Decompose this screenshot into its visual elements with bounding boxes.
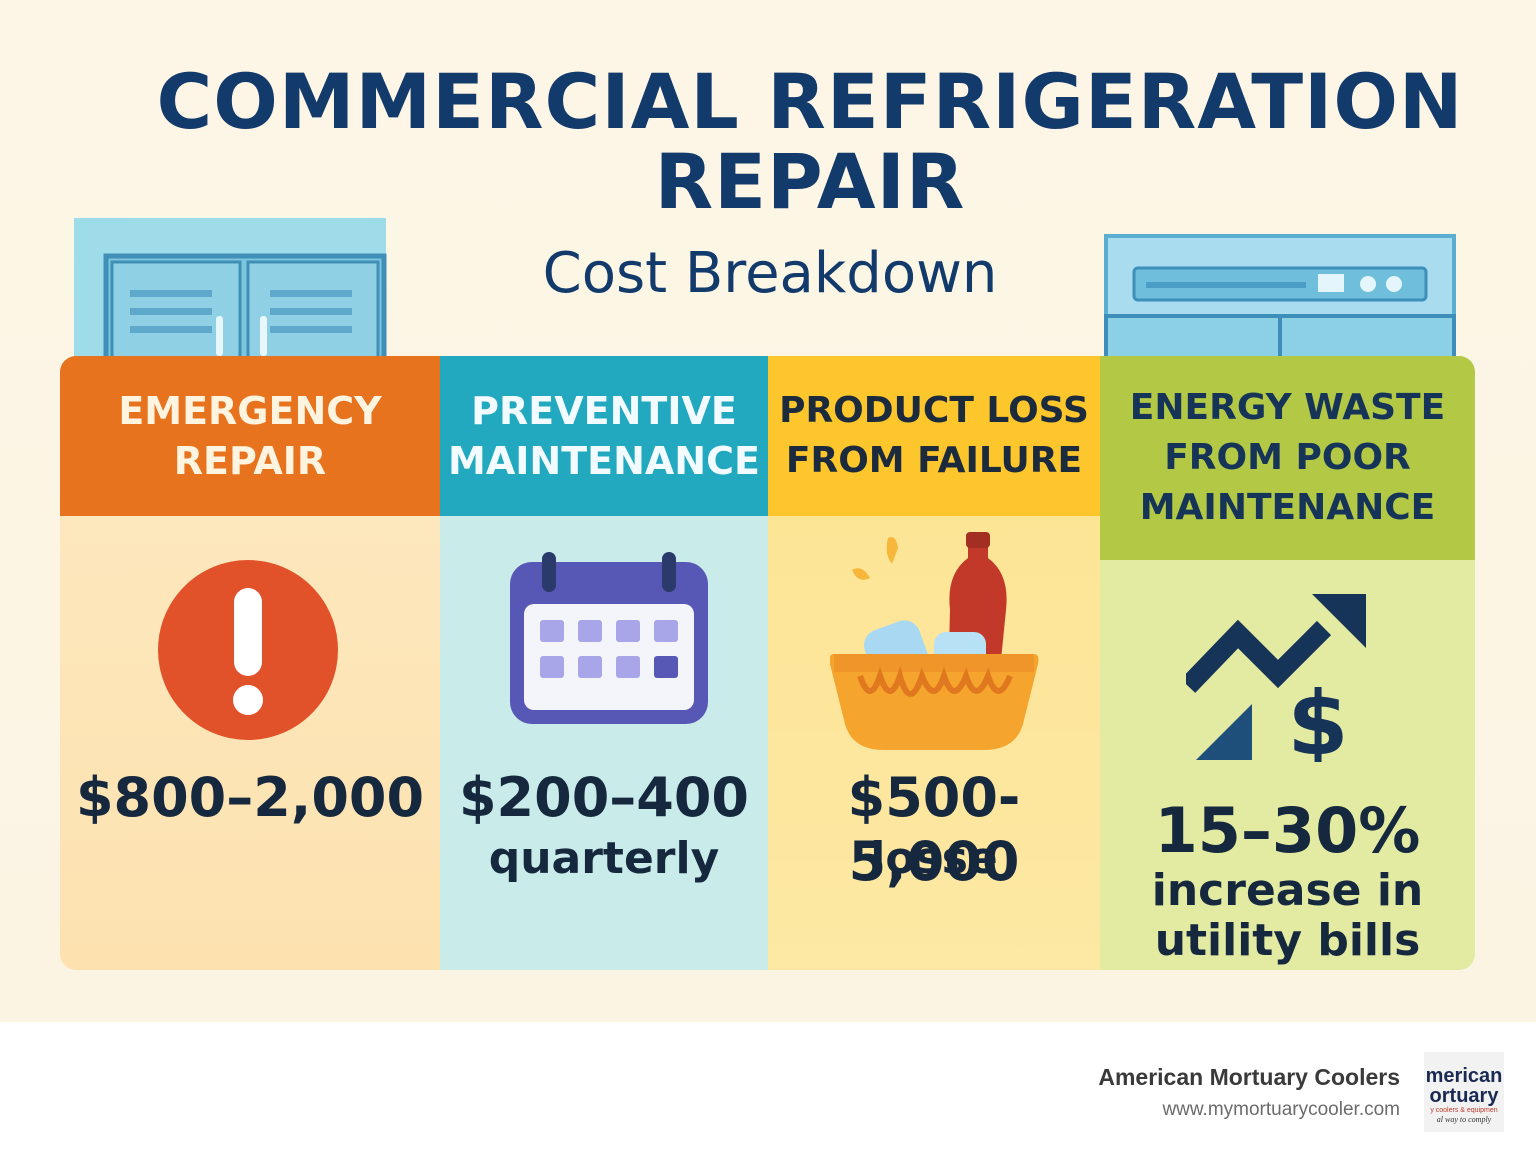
refrigerator-icon	[74, 218, 387, 368]
spoiled-food-basket-icon	[830, 532, 1039, 750]
svg-text:$: $	[1287, 672, 1348, 762]
cost-note: quarterly	[488, 833, 720, 884]
logo-text: al way to comply	[1437, 1115, 1492, 1124]
column-body: $ 15–30% increase in utility bills	[1100, 560, 1475, 970]
heading-line: MAINTENANCE	[448, 439, 760, 483]
exclamation-icon	[158, 560, 338, 740]
heading-line: FROM FAILURE	[785, 440, 1083, 481]
brand-url[interactable]: www.mymortuarycooler.com	[1162, 1099, 1400, 1120]
page-title: COMMERCIAL REFRIGERATION REPAIR	[140, 62, 1480, 222]
logo-text: ortuary	[1430, 1085, 1500, 1107]
cost-amount: $500-5,000	[847, 766, 1021, 893]
heading-line: EMERGENCY	[118, 389, 382, 433]
cost-panel: EMERGENCY REPAIR $800–2,000 PREVENTIVE M…	[60, 356, 1475, 970]
column-product-loss: PRODUCT LOSS FROM FAILURE $500-5,000	[768, 356, 1100, 970]
column-body: $800–2,000	[60, 516, 440, 970]
column-body: $500-5,000 losse	[768, 516, 1100, 970]
note-line: utility bills	[1154, 915, 1421, 966]
heading-line: REPAIR	[173, 439, 327, 483]
cost-note: losse	[870, 833, 998, 884]
heading-line: FROM POOR	[1164, 437, 1411, 478]
logo-text: y coolers & equipmen	[1430, 1107, 1497, 1114]
page-subtitle: Cost Breakdown	[542, 241, 998, 306]
title-line-2: REPAIR	[654, 137, 966, 226]
column-emergency-repair: EMERGENCY REPAIR $800–2,000	[60, 356, 440, 970]
cost-note: increase in utility bills	[1100, 866, 1475, 966]
heading-line: PRODUCT LOSS	[779, 390, 1089, 431]
logo-text: merican	[1426, 1065, 1503, 1087]
rising-cost-icon: $	[1186, 594, 1366, 762]
footer	[0, 1022, 1536, 1154]
cost-amount: $800–2,000	[75, 766, 425, 829]
note-line: increase in	[1151, 865, 1424, 916]
column-heading: ENERGY WASTE FROM POOR MAINTENANCE	[1100, 356, 1475, 560]
cost-amount: 15–30%	[1154, 794, 1421, 867]
refrigeration-unit-icon	[1104, 234, 1456, 370]
heading-line: PREVENTIVE	[471, 389, 737, 433]
column-body: $200–400 quarterly	[440, 516, 768, 970]
column-heading: PRODUCT LOSS FROM FAILURE	[768, 356, 1100, 516]
column-energy-waste: ENERGY WASTE FROM POOR MAINTENANCE $ 15–…	[1100, 356, 1475, 970]
column-preventive-maintenance: PREVENTIVE MAINTENANCE	[440, 356, 768, 970]
infographic: COMMERCIAL REFRIGERATION REPAIR Cost Bre…	[0, 0, 1536, 1022]
calendar-icon	[510, 552, 708, 724]
brand-logo: merican ortuary y coolers & equipmen al …	[1424, 1052, 1504, 1132]
column-heading: EMERGENCY REPAIR	[60, 356, 440, 516]
title-line-1: COMMERCIAL REFRIGERATION	[156, 57, 1464, 146]
cost-amount: $200–400	[458, 766, 749, 829]
column-heading: PREVENTIVE MAINTENANCE	[440, 356, 768, 516]
heading-line: MAINTENANCE	[1139, 487, 1436, 528]
heading-line: ENERGY WASTE	[1129, 387, 1446, 428]
brand-name: American Mortuary Coolers	[1098, 1064, 1400, 1090]
